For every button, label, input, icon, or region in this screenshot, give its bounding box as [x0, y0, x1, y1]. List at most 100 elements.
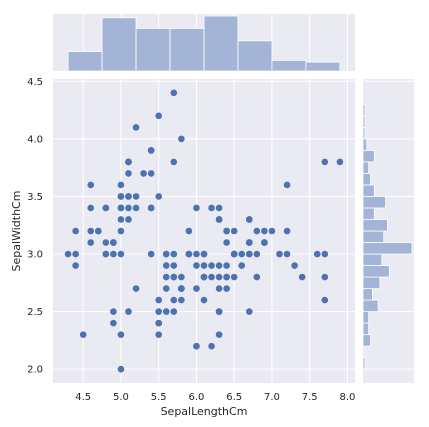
scatter-point: [215, 204, 223, 212]
scatter-point: [125, 170, 132, 177]
y-histogram-bar: [362, 207, 375, 220]
scatter-point: [125, 308, 132, 315]
y-histogram-bar: [362, 173, 371, 186]
scatter-point: [178, 285, 185, 292]
scatter-point: [336, 158, 344, 166]
scatter-point: [215, 331, 223, 338]
scatter-point: [125, 158, 132, 166]
y-histogram-bar: [362, 103, 366, 117]
scatter-point: [230, 273, 238, 281]
y-histogram-bar: [362, 265, 390, 278]
y-histogram-bar: [362, 184, 375, 197]
scatter-point: [261, 227, 268, 235]
scatter-point: [178, 273, 185, 281]
scatter-point: [155, 331, 162, 338]
scatter-point: [162, 250, 170, 258]
scatter-point: [246, 308, 253, 315]
scatter-point: [110, 239, 117, 246]
y-histogram-bar: [362, 357, 366, 370]
scatter-point: [246, 239, 253, 246]
y-histogram-bar: [362, 196, 387, 209]
y-tick-label: 3.0: [27, 250, 43, 261]
x-axis-label: SepalLengthCm: [161, 405, 248, 418]
y-tick-label: 4.5: [27, 77, 43, 88]
scatter-point: [261, 239, 268, 246]
scatter-point: [125, 204, 132, 212]
scatter-point: [215, 308, 223, 315]
x-tick-label: 4.5: [75, 392, 91, 403]
scatter-point: [283, 250, 291, 258]
scatter-point: [132, 124, 140, 131]
y-axis-label: SepalWidthCm: [10, 191, 23, 272]
y-histogram-bar: [362, 161, 370, 174]
scatter-point: [283, 181, 291, 189]
scatter-point: [87, 239, 95, 246]
scatter-point: [291, 262, 298, 269]
x-histogram-bar: [305, 61, 341, 72]
scatter-point: [132, 193, 140, 200]
scatter-point: [223, 262, 230, 269]
scatter-point: [170, 273, 178, 281]
scatter-point: [117, 216, 125, 223]
scatter-point: [321, 158, 329, 166]
y-histogram-bar: [362, 126, 366, 140]
scatter-point: [72, 250, 79, 258]
scatter-point: [215, 285, 223, 292]
y-histogram-bar: [362, 230, 385, 243]
scatter-point: [147, 147, 155, 154]
scatter-point: [110, 319, 117, 327]
scatter-point: [170, 250, 178, 258]
scatter-point: [170, 308, 178, 315]
scatter-point: [200, 296, 208, 304]
y-histogram-bar: [362, 288, 373, 301]
x-histogram-bar: [203, 15, 239, 72]
scatter-point: [170, 262, 178, 269]
scatter-background: [53, 79, 355, 383]
y-histogram-bar: [362, 219, 388, 232]
scatter-point: [170, 296, 178, 304]
scatter-point: [223, 227, 230, 235]
y-histogram-bar: [362, 334, 371, 347]
scatter-point: [253, 227, 261, 235]
scatter-point: [140, 170, 147, 177]
scatter-point: [185, 227, 193, 235]
scatter-point: [102, 239, 110, 246]
scatter-point: [223, 273, 230, 281]
scatter-point: [79, 331, 87, 338]
scatter-point: [208, 262, 215, 269]
scatter-point: [125, 193, 132, 200]
scatter-point: [200, 262, 208, 269]
scatter-point: [117, 227, 125, 235]
y-histogram-bar: [362, 242, 413, 255]
scatter-point: [155, 193, 162, 200]
scatter-point: [193, 342, 200, 350]
scatter-point: [102, 250, 110, 258]
scatter-point: [215, 216, 223, 223]
x-marginal-histogram: [53, 14, 355, 72]
x-histogram-bar: [271, 59, 307, 72]
x-tick-label: 6.0: [188, 392, 204, 403]
scatter-point: [321, 273, 329, 281]
y-tick-label: 4.0: [27, 134, 43, 145]
scatter-point: [185, 250, 193, 258]
scatter-point: [87, 227, 95, 235]
scatter-point: [298, 273, 306, 281]
scatter-point: [117, 204, 125, 212]
scatter-point: [246, 250, 253, 258]
scatter-point: [155, 112, 162, 120]
x-tick-label: 5.5: [151, 392, 167, 403]
scatter-point: [110, 308, 117, 315]
scatter-point: [283, 227, 291, 235]
scatter-point: [215, 262, 223, 269]
scatter-point: [155, 308, 162, 315]
scatter-point: [132, 204, 140, 212]
x-tick-label: 5.0: [113, 392, 129, 403]
scatter-point: [321, 296, 329, 304]
x-tick-label: 7.0: [264, 392, 280, 403]
scatter-point: [147, 170, 155, 177]
x-histogram-bar: [135, 28, 171, 72]
scatter-point: [246, 216, 253, 223]
scatter-plot-area: 4.5 5.0 5.5 6.0 6.5 7.0 7.5 8.0 2.0 2.5 3.0 3.5 4.0 4…: [27, 77, 355, 403]
scatter-point: [110, 250, 117, 258]
